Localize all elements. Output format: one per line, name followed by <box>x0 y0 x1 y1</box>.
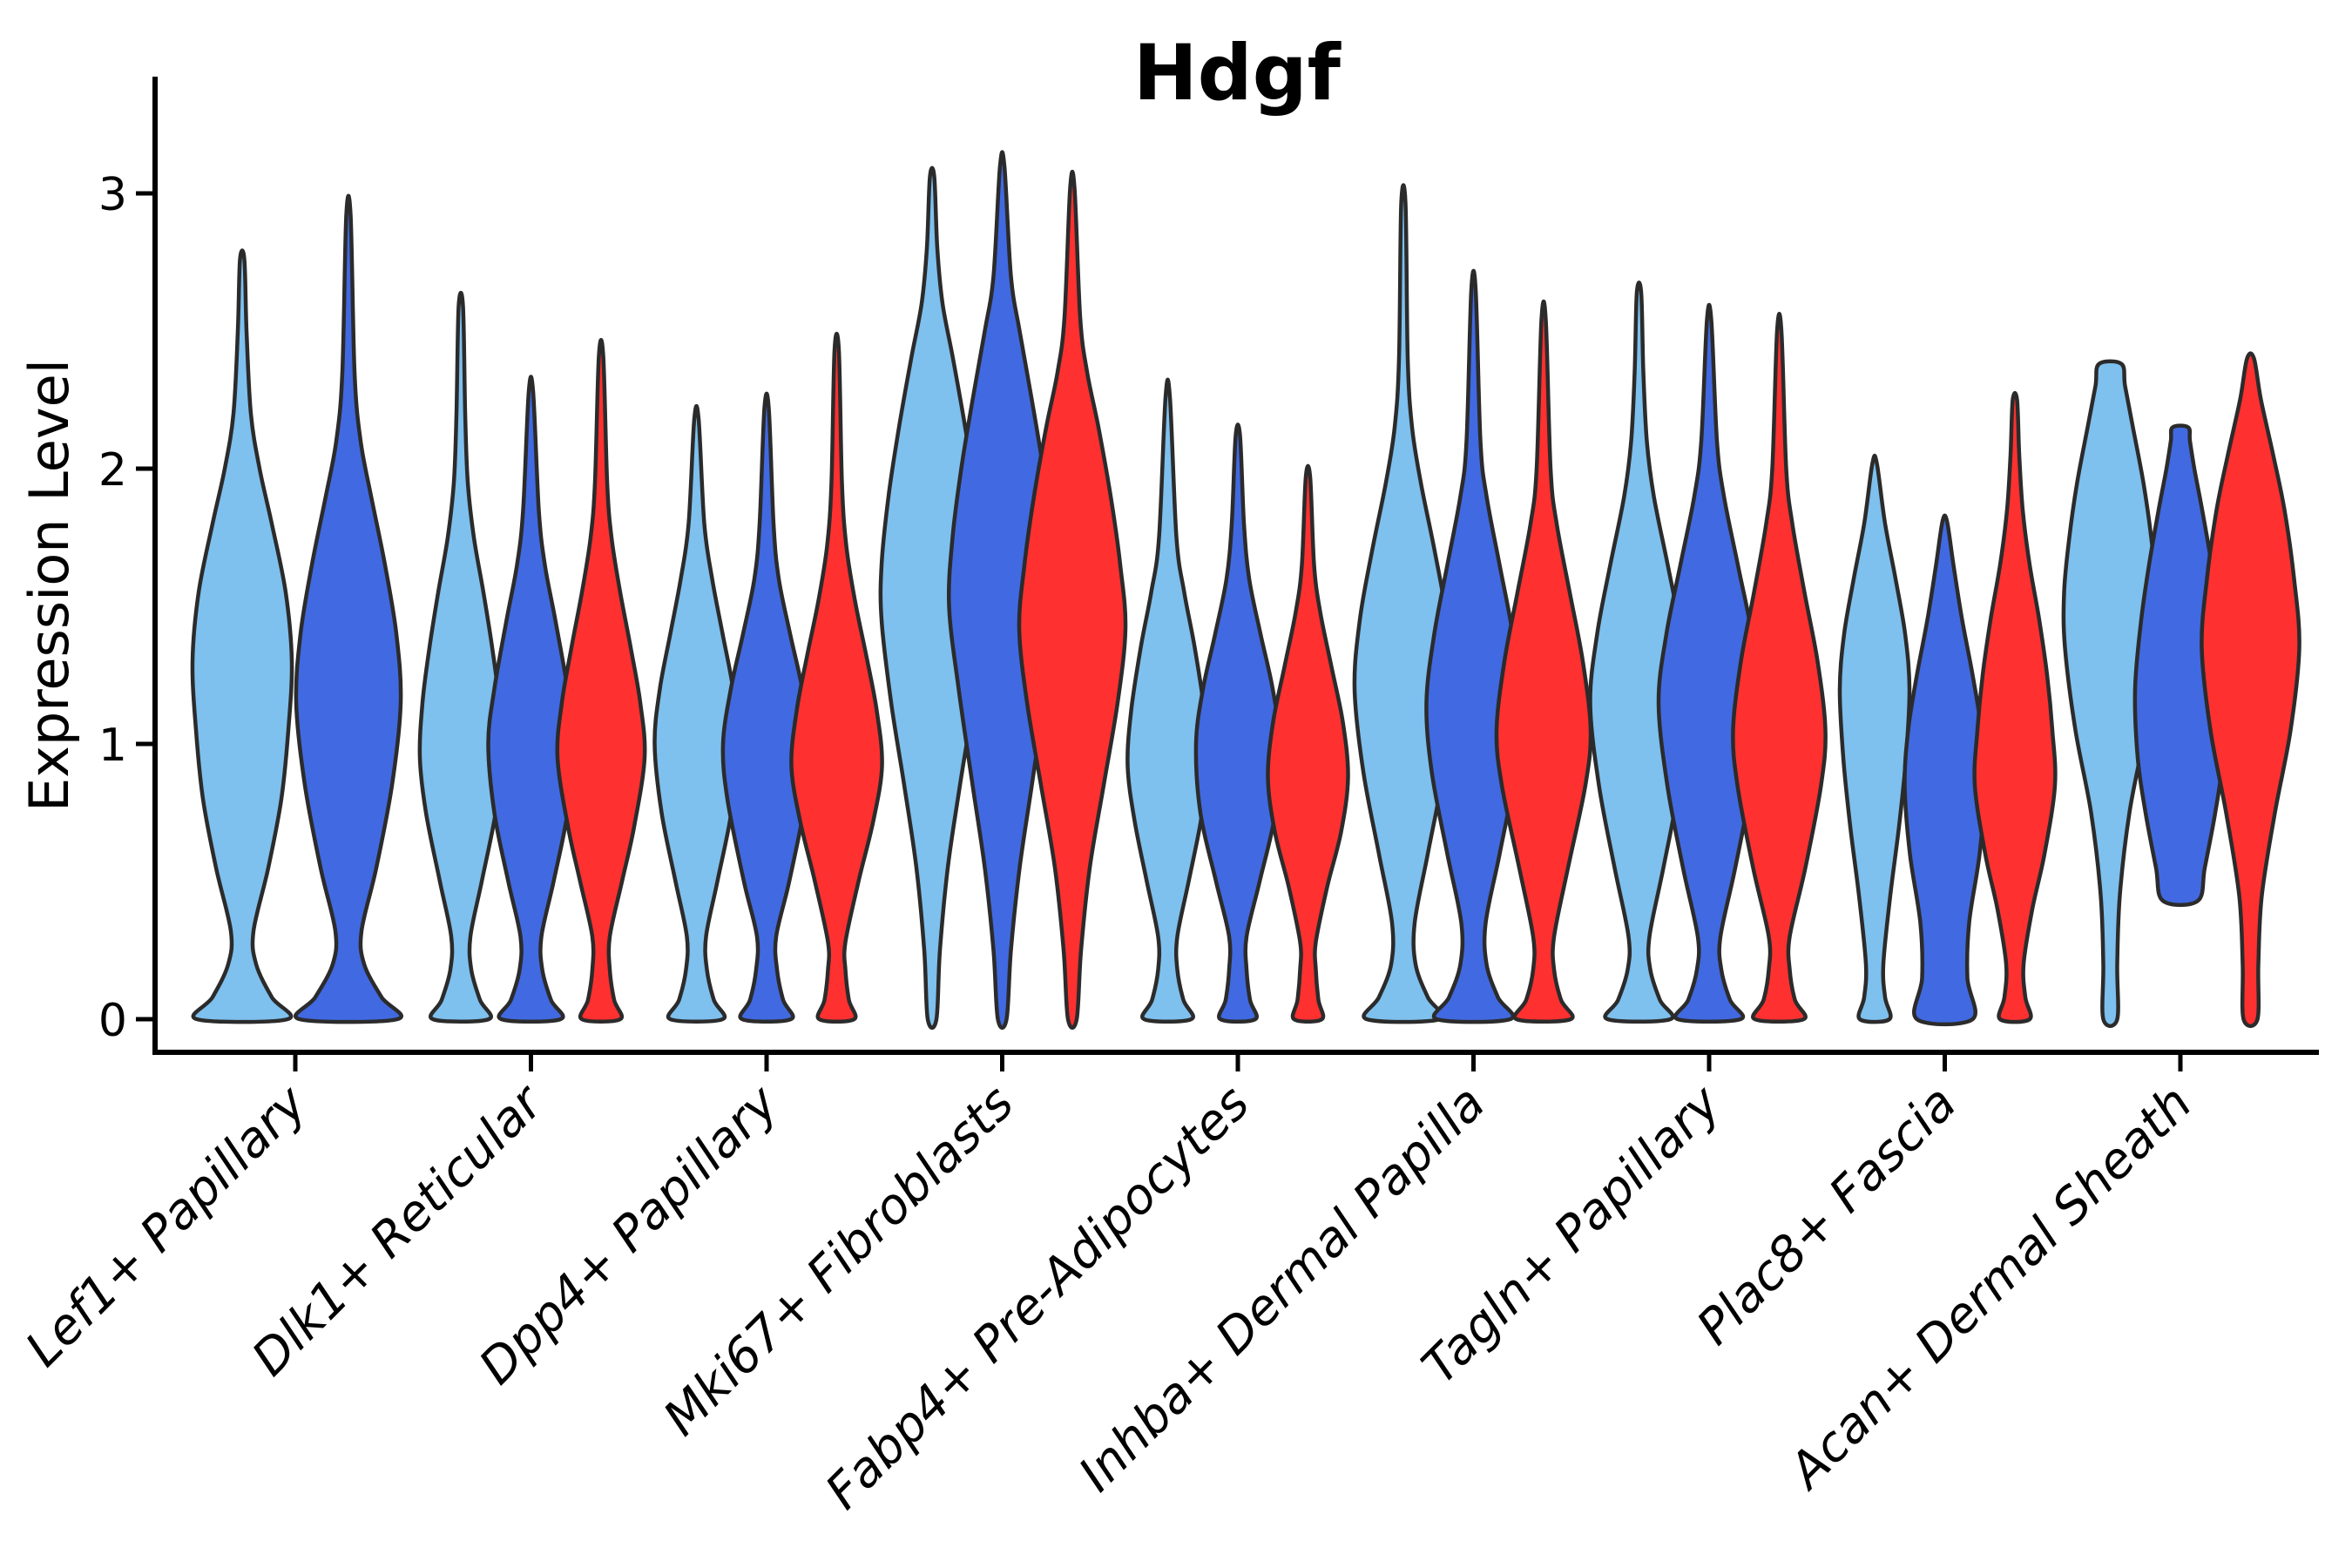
violin-dpp4-papillary-series_3 <box>789 331 884 1024</box>
violin-plac8-fascia-series_1 <box>1837 453 1912 1024</box>
violin-mki67-fibroblasts-series_3 <box>1017 169 1128 1031</box>
y-axis-label: Expression Level <box>17 359 81 812</box>
violin-inhba-dermal-papilla-series_1 <box>1352 183 1455 1024</box>
violin-mki67-fibroblasts-series_1 <box>878 166 986 1031</box>
axes-layer <box>136 77 2319 1071</box>
axes-spines <box>152 77 2319 1055</box>
violin-fabp4-pre-adipocytes-series_1 <box>1125 377 1210 1024</box>
violin-tagln-papillary-series_1 <box>1588 280 1690 1024</box>
violin-tagln-papillary-series_3 <box>1731 312 1828 1024</box>
violin-plac8-fascia-series_2 <box>1903 513 1987 1027</box>
violin-fabp4-pre-adipocytes-series_2 <box>1193 422 1282 1024</box>
violin-inhba-dermal-papilla-series_2 <box>1424 268 1523 1024</box>
y-tick-label: 1 <box>98 720 127 772</box>
y-tick-label: 2 <box>98 444 127 497</box>
x-tick-label: Acan+ Dermal Sheath <box>1777 1075 2203 1501</box>
x-tick-label: Inhba+ Dermal Papilla <box>1068 1075 1496 1503</box>
y-tick-label: 0 <box>98 995 127 1047</box>
violin-mki67-fibroblasts-series_2 <box>946 150 1058 1031</box>
violin-lef1-papillary-series_1 <box>190 248 294 1024</box>
violin-tagln-papillary-series_2 <box>1656 302 1762 1024</box>
violin-acan-dermal-sheath-series_3 <box>2200 351 2301 1029</box>
violin-acan-dermal-sheath-series_1 <box>2061 359 2159 1029</box>
violin-dpp4-papillary-series_2 <box>720 391 813 1024</box>
violin-dlk1-reticular-series_1 <box>417 290 504 1024</box>
violins-layer <box>190 150 2301 1031</box>
y-tick-label: 3 <box>98 169 127 221</box>
violin-plac8-fascia-series_3 <box>1972 390 2058 1024</box>
x-tick-label: Fabp4+ Pre-Adipocytes <box>815 1075 1260 1520</box>
violin-inhba-dermal-papilla-series_3 <box>1494 299 1593 1024</box>
violin-fabp4-pre-adipocytes-series_3 <box>1266 463 1350 1024</box>
violin-dpp4-papillary-series_1 <box>652 403 740 1024</box>
violin-lef1-papillary-series_2 <box>294 193 403 1024</box>
violin-dlk1-reticular-series_3 <box>555 338 647 1024</box>
violin-dlk1-reticular-series_2 <box>486 375 576 1024</box>
chart-title: Hdgf <box>1133 28 1342 118</box>
